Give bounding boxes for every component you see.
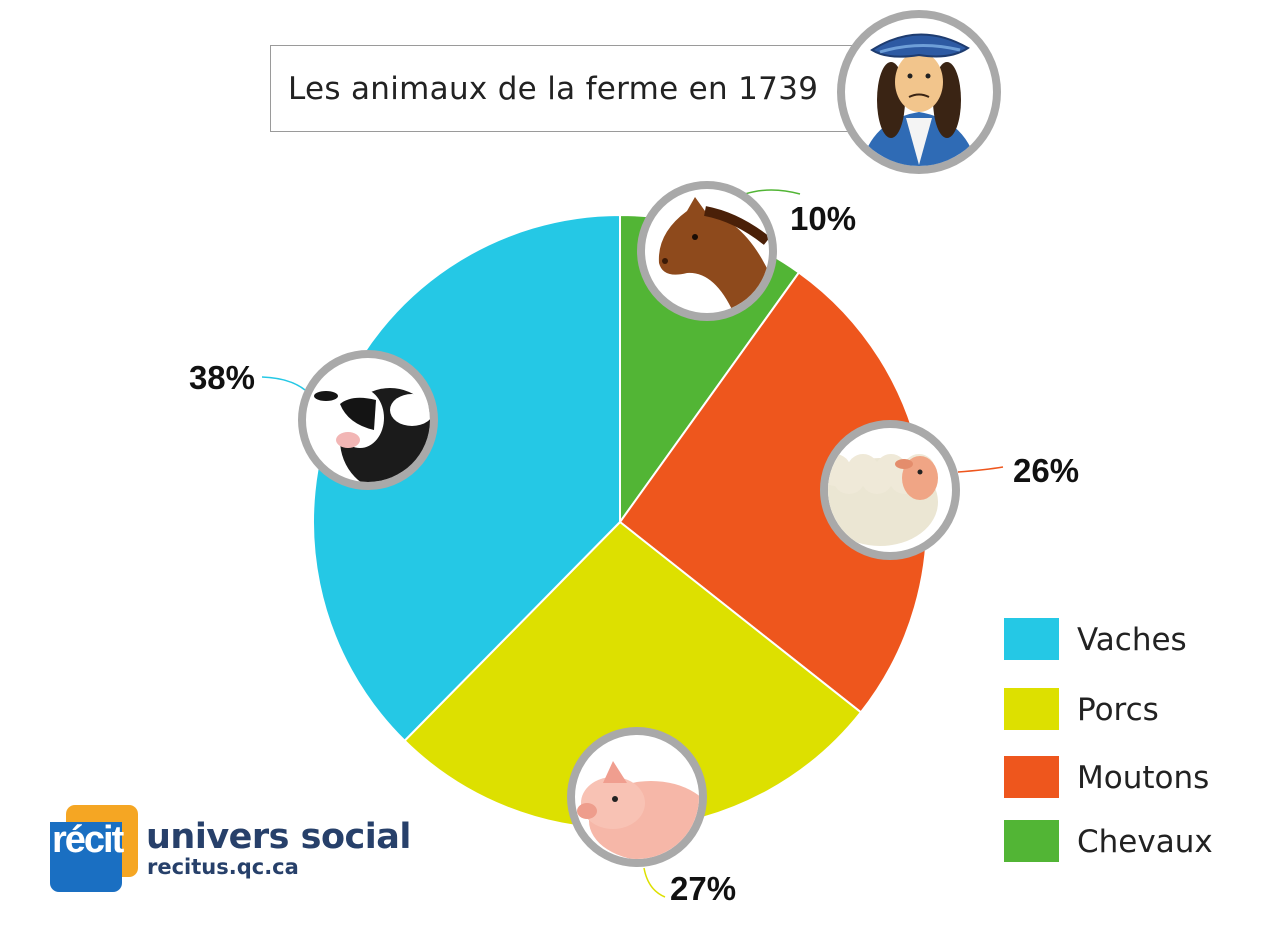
slice-label: 27% <box>670 870 736 907</box>
slice-label: 10% <box>790 200 856 237</box>
recit-logo[interactable]: récit univers social recitus.qc.ca <box>50 805 411 895</box>
legend-swatch <box>1004 756 1059 798</box>
leader-line <box>261 376 306 391</box>
slice-label: 38% <box>189 359 255 396</box>
legend-item-porcs: Porcs <box>1004 688 1271 730</box>
logo-url: recitus.qc.ca <box>147 855 299 879</box>
logo-mark: récit <box>52 819 124 861</box>
legend-swatch <box>1004 820 1059 862</box>
legend-item-vaches: Vaches <box>1004 618 1271 660</box>
logo-blue-square <box>50 822 122 892</box>
sheep-icon <box>820 420 960 560</box>
legend-label: Moutons <box>1077 760 1210 796</box>
settler-portrait-icon <box>837 10 1001 174</box>
leader-line <box>957 466 1004 473</box>
legend-label: Porcs <box>1077 692 1159 728</box>
chart-title: Les animaux de la ferme en 1739 <box>288 71 819 107</box>
horse-icon <box>637 181 777 321</box>
chart-title-box: Les animaux de la ferme en 1739 <box>270 45 870 132</box>
legend-swatch <box>1004 688 1059 730</box>
logo-name: univers social <box>146 817 411 857</box>
leader-line <box>744 189 801 195</box>
legend-item-moutons: Moutons <box>1004 756 1271 798</box>
legend-label: Chevaux <box>1077 824 1213 860</box>
slice-label: 26% <box>1013 452 1079 489</box>
cow-icon <box>298 350 438 490</box>
legend-item-chevaux: Chevaux <box>1004 820 1271 862</box>
pig-icon <box>567 727 707 867</box>
leader-line <box>643 867 666 898</box>
legend-label: Vaches <box>1077 622 1187 658</box>
legend-swatch <box>1004 618 1059 660</box>
